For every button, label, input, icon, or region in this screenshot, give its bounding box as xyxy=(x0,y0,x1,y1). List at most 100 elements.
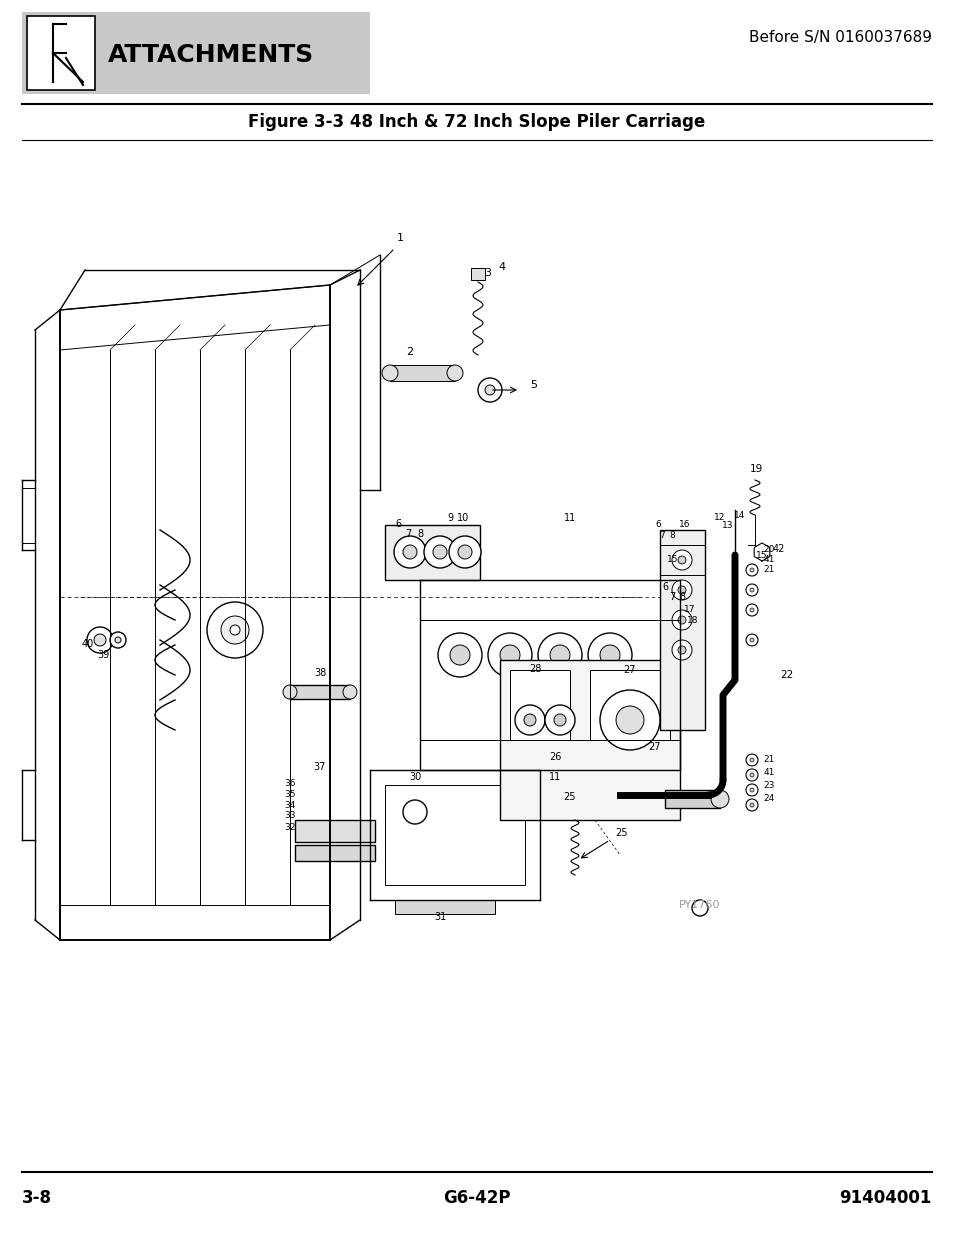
Circle shape xyxy=(207,601,263,658)
Bar xyxy=(471,268,484,280)
Text: 7: 7 xyxy=(659,531,664,540)
Circle shape xyxy=(678,556,685,564)
Text: 21: 21 xyxy=(762,564,774,574)
Text: 27: 27 xyxy=(623,664,636,676)
Circle shape xyxy=(230,625,240,635)
Circle shape xyxy=(515,705,544,735)
Text: 2: 2 xyxy=(406,347,414,357)
Text: 6: 6 xyxy=(395,519,400,529)
Bar xyxy=(664,790,720,808)
Circle shape xyxy=(447,366,462,382)
Circle shape xyxy=(115,637,121,643)
Text: Before S/N 0160037689: Before S/N 0160037689 xyxy=(748,30,931,44)
Circle shape xyxy=(402,800,427,824)
Circle shape xyxy=(488,634,532,677)
Text: 5: 5 xyxy=(530,380,537,390)
Circle shape xyxy=(745,784,758,797)
Text: 25: 25 xyxy=(563,792,576,802)
Text: 36: 36 xyxy=(284,779,295,788)
Text: 31: 31 xyxy=(434,911,446,923)
Text: 17: 17 xyxy=(683,605,695,614)
Circle shape xyxy=(671,640,691,659)
Text: 14: 14 xyxy=(734,511,745,520)
Circle shape xyxy=(94,634,106,646)
Text: 18: 18 xyxy=(686,616,698,625)
Text: 30: 30 xyxy=(409,772,420,782)
Text: 32: 32 xyxy=(284,823,295,832)
Circle shape xyxy=(544,705,575,735)
Text: 40: 40 xyxy=(82,638,94,650)
Text: 28: 28 xyxy=(528,664,540,674)
Circle shape xyxy=(283,685,296,699)
Circle shape xyxy=(749,638,753,642)
Text: 25: 25 xyxy=(615,827,627,839)
Circle shape xyxy=(745,769,758,781)
Circle shape xyxy=(745,755,758,766)
Bar xyxy=(499,659,679,820)
Bar xyxy=(385,525,479,580)
Circle shape xyxy=(381,366,397,382)
Text: 16: 16 xyxy=(679,520,690,529)
Text: 8: 8 xyxy=(416,529,422,538)
Circle shape xyxy=(749,568,753,572)
Text: G6-42P: G6-42P xyxy=(443,1189,510,1207)
Bar xyxy=(294,820,375,842)
Text: 22: 22 xyxy=(780,671,792,680)
Text: 1: 1 xyxy=(396,233,403,243)
Bar xyxy=(22,12,370,94)
Text: 41: 41 xyxy=(762,555,774,564)
Circle shape xyxy=(457,545,472,559)
Bar xyxy=(294,845,375,861)
Circle shape xyxy=(616,706,643,734)
Circle shape xyxy=(671,610,691,630)
Text: 11: 11 xyxy=(548,772,560,782)
Circle shape xyxy=(660,690,688,718)
Circle shape xyxy=(537,634,581,677)
Text: 6: 6 xyxy=(661,582,667,592)
Text: 35: 35 xyxy=(284,790,295,799)
Circle shape xyxy=(599,690,659,750)
Text: 13: 13 xyxy=(721,521,733,530)
Text: 3: 3 xyxy=(484,268,491,278)
Text: 15: 15 xyxy=(756,551,767,559)
Circle shape xyxy=(745,799,758,811)
Bar xyxy=(659,530,704,730)
Bar xyxy=(599,690,675,718)
Text: 21: 21 xyxy=(762,755,774,764)
Bar xyxy=(510,671,569,740)
Text: 15: 15 xyxy=(666,555,678,564)
Text: 12: 12 xyxy=(714,513,725,522)
Circle shape xyxy=(221,616,249,643)
Text: 91404001: 91404001 xyxy=(839,1189,931,1207)
Circle shape xyxy=(745,634,758,646)
Bar xyxy=(27,16,95,90)
Text: 38: 38 xyxy=(314,668,326,678)
Circle shape xyxy=(484,385,495,395)
Text: Figure 3-3 48 Inch & 72 Inch Slope Piler Carriage: Figure 3-3 48 Inch & 72 Inch Slope Piler… xyxy=(248,112,705,131)
Circle shape xyxy=(437,634,481,677)
Circle shape xyxy=(745,604,758,616)
Text: ATTACHMENTS: ATTACHMENTS xyxy=(108,43,314,67)
Circle shape xyxy=(691,900,707,916)
Text: 26: 26 xyxy=(548,752,560,762)
Text: 11: 11 xyxy=(563,513,576,522)
Circle shape xyxy=(749,758,753,762)
Circle shape xyxy=(599,645,619,664)
Circle shape xyxy=(671,580,691,600)
Circle shape xyxy=(550,645,569,664)
Bar xyxy=(395,900,495,914)
Circle shape xyxy=(523,714,536,726)
Bar xyxy=(589,671,669,740)
Circle shape xyxy=(402,545,416,559)
Circle shape xyxy=(749,773,753,777)
Circle shape xyxy=(678,616,685,624)
Bar xyxy=(385,785,524,885)
Circle shape xyxy=(587,634,631,677)
Bar xyxy=(290,685,350,699)
Text: 23: 23 xyxy=(762,781,774,790)
Text: 10: 10 xyxy=(456,513,469,522)
Circle shape xyxy=(477,378,501,403)
Text: 19: 19 xyxy=(749,464,761,474)
Circle shape xyxy=(671,550,691,571)
Text: PY1760: PY1760 xyxy=(679,900,720,910)
